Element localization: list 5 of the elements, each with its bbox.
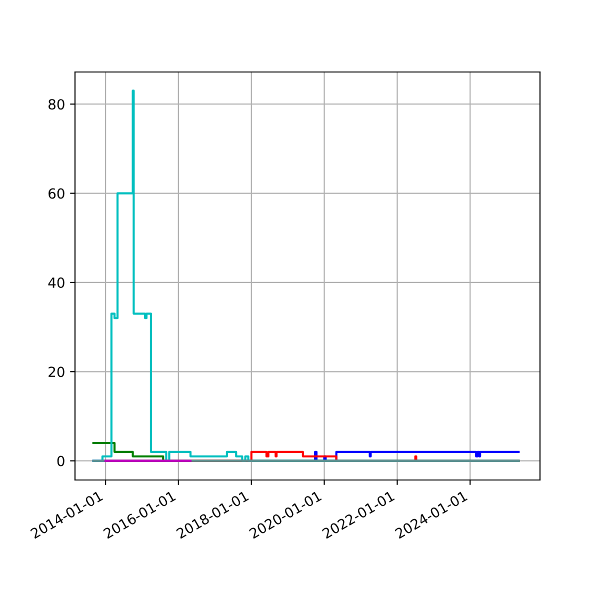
- y-tick-label: 80: [48, 99, 64, 110]
- y-tick-label: 40: [48, 277, 64, 288]
- y-tick-label: 20: [48, 366, 64, 378]
- y-tick-label: 60: [48, 188, 64, 199]
- y-tick-label: 0: [57, 456, 64, 466]
